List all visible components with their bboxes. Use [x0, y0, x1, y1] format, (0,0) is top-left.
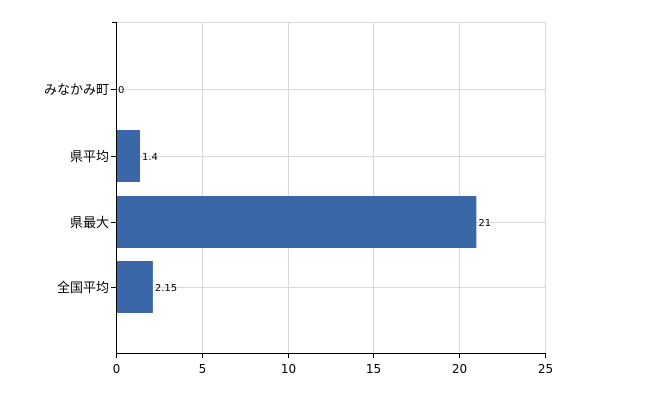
category-label-3: 県最大: [70, 216, 109, 231]
data-label-2: 1.4: [142, 152, 158, 163]
category-label-2: 県平均: [70, 150, 109, 165]
x-tick-label-10: 10: [281, 362, 296, 376]
bar-2: [116, 130, 141, 182]
x-tick-label-15: 15: [366, 362, 381, 376]
bar-3: [116, 196, 477, 248]
category-label-4: 全国平均: [57, 280, 109, 296]
category-label-1: みなかみ町: [44, 83, 109, 98]
data-label-4: 2.15: [155, 283, 177, 294]
x-tick-label-20: 20: [452, 362, 467, 376]
data-label-3: 21: [478, 218, 491, 229]
bar-4: [116, 261, 153, 313]
x-tick-label-0: 0: [113, 362, 121, 376]
x-tick-label-25: 25: [538, 362, 553, 376]
x-tick-label-5: 5: [199, 362, 207, 376]
data-label-1: 0: [118, 85, 124, 96]
